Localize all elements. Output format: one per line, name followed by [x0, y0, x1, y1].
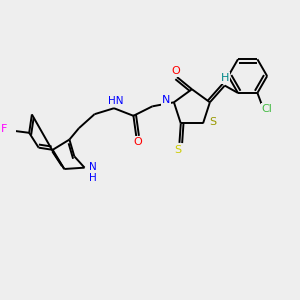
- Text: O: O: [171, 66, 180, 76]
- Text: HN: HN: [108, 97, 123, 106]
- Text: H: H: [220, 73, 229, 83]
- Text: S: S: [209, 117, 216, 127]
- Text: F: F: [1, 124, 7, 134]
- Text: Cl: Cl: [261, 104, 272, 114]
- Text: N: N: [162, 95, 170, 105]
- Text: O: O: [133, 137, 142, 147]
- Text: S: S: [175, 146, 182, 155]
- Text: N
H: N H: [89, 162, 97, 183]
